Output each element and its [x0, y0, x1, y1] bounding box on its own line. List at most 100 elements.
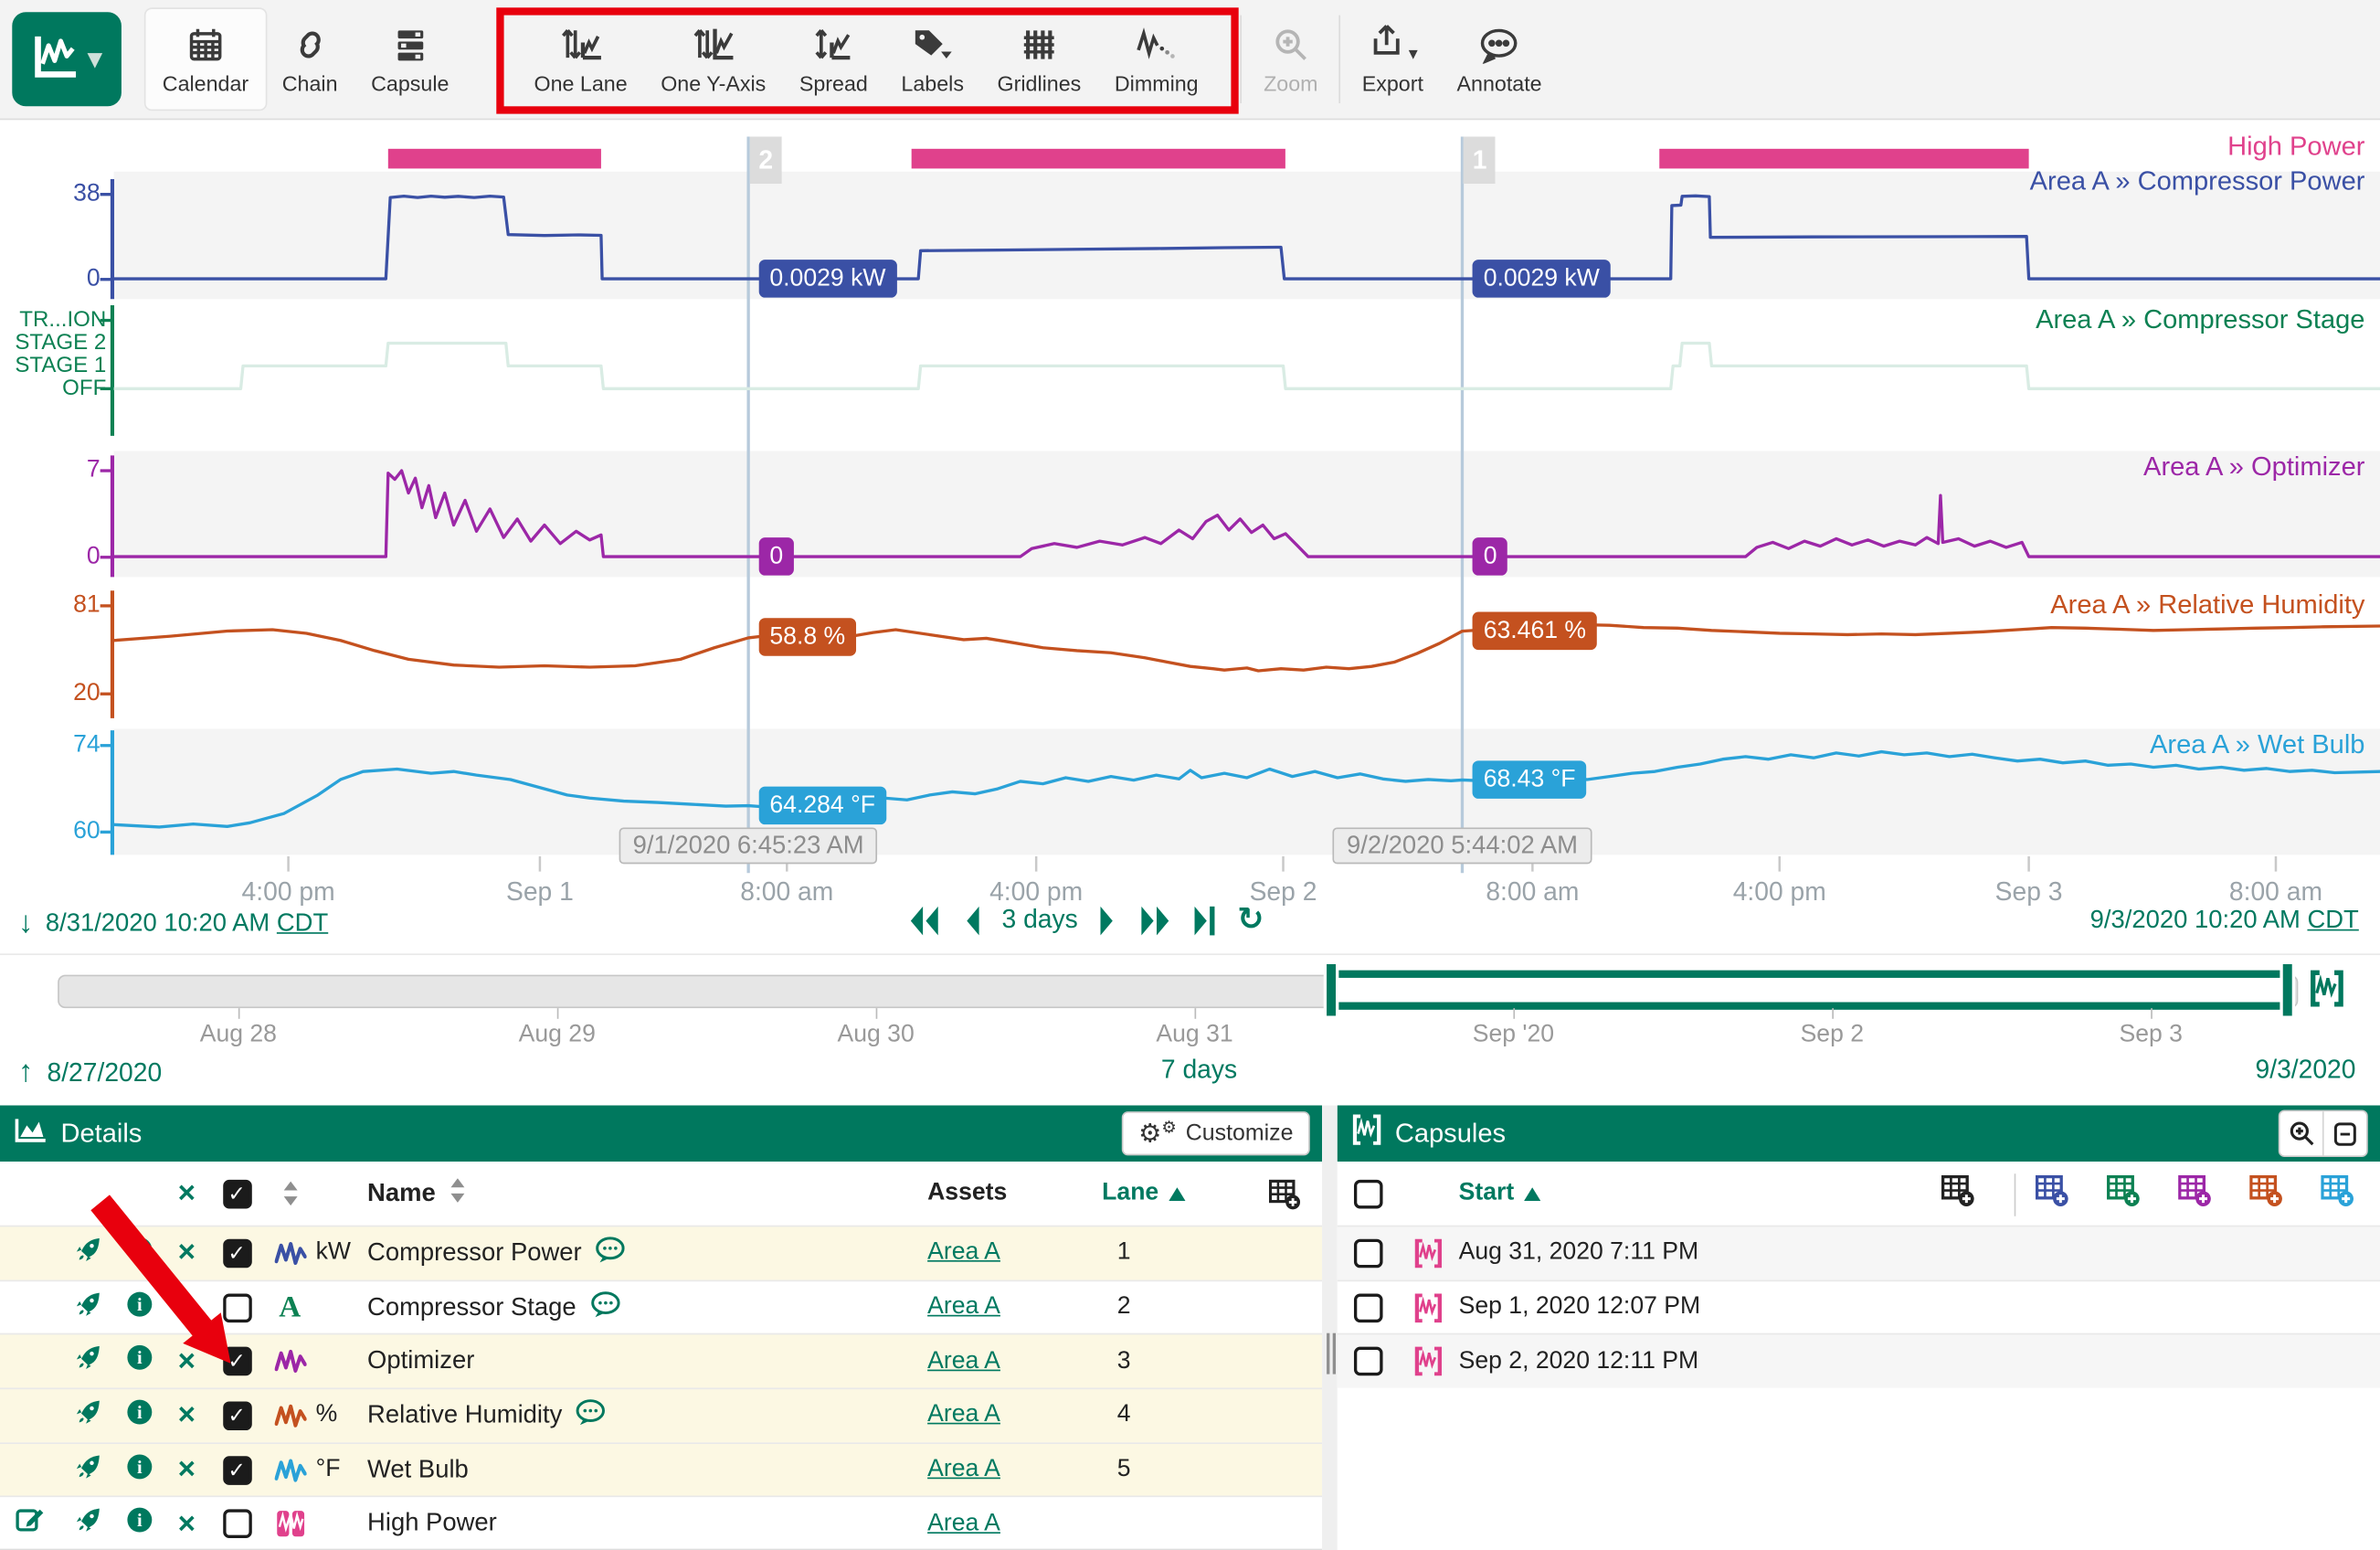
capsule-row[interactable]: Aug 31, 2020 7:11 PM: [1337, 1225, 2380, 1280]
collapse-panel-button[interactable]: [2322, 1111, 2366, 1156]
checkbox[interactable]: [222, 1509, 251, 1539]
add-capsule-column-button[interactable]: [1941, 1173, 1975, 1207]
item-info-button[interactable]: i: [126, 1507, 153, 1542]
checkbox[interactable]: ✓: [222, 1455, 251, 1485]
duration-label[interactable]: 3 days: [1001, 905, 1078, 934]
checkbox[interactable]: [1353, 1292, 1382, 1322]
annotation-bubble-button[interactable]: [576, 1398, 606, 1433]
add-signal-column-button[interactable]: [2249, 1173, 2283, 1215]
asset-link[interactable]: Area A: [927, 1402, 1000, 1428]
panel-resize-handle[interactable]: [1322, 1105, 1338, 1550]
item-info-button[interactable]: i: [126, 1398, 153, 1433]
checkbox[interactable]: [222, 1292, 251, 1322]
annotation-bubble-button[interactable]: [596, 1236, 626, 1270]
remove-item-button[interactable]: ×: [177, 1453, 196, 1487]
trend-item-button[interactable]: [74, 1236, 101, 1270]
add-signal-column-button[interactable]: [2107, 1173, 2141, 1215]
display-start-link[interactable]: 8/31/2020 10:20 AM CDT: [45, 909, 329, 938]
lane-label-compressor-stage[interactable]: Area A » Compressor Stage: [2036, 303, 2365, 334]
checkbox[interactable]: [1353, 1347, 1382, 1376]
item-info-button[interactable]: i: [126, 1290, 153, 1324]
checkbox[interactable]: ✓: [222, 1401, 251, 1430]
annotate-button[interactable]: Annotate: [1440, 9, 1559, 110]
lane-label-relative-humidity[interactable]: Area A » Relative Humidity: [2050, 589, 2365, 620]
details-row[interactable]: i × A Compressor Stage Area A 2: [0, 1279, 1323, 1333]
add-column-button[interactable]: [1193, 1177, 1322, 1209]
step-forward-full-button[interactable]: [1137, 904, 1172, 936]
asset-link[interactable]: Area A: [927, 1239, 1000, 1266]
trend-item-button[interactable]: [74, 1398, 101, 1433]
select-all-checkbox[interactable]: ✓: [222, 1179, 251, 1208]
details-row[interactable]: i × ✓ kW Compressor Power Area A 1: [0, 1225, 1323, 1280]
cursor-flag[interactable]: 1: [1464, 136, 1497, 185]
remove-item-button[interactable]: ×: [177, 1236, 196, 1270]
trend-item-button[interactable]: [74, 1452, 101, 1487]
details-row[interactable]: i × ✓ % Relative Humidity Area A 4: [0, 1387, 1323, 1442]
timebar-left-handle[interactable]: [1327, 963, 1337, 1016]
add-signal-column-button[interactable]: [2035, 1173, 2069, 1215]
condition-label[interactable]: High Power: [2227, 130, 2365, 162]
lane-label-wet-bulb[interactable]: Area A » Wet Bulb: [2150, 728, 2365, 759]
edit-button[interactable]: [16, 1505, 46, 1544]
timebar-capsule-icon[interactable]: [2311, 969, 2344, 1016]
trend-item-button[interactable]: [74, 1507, 101, 1542]
trend-item-button[interactable]: [74, 1290, 101, 1324]
remove-item-button[interactable]: ×: [177, 1398, 196, 1433]
details-row[interactable]: i × High Power Area A: [0, 1496, 1323, 1548]
display-end-link[interactable]: 9/3/2020 10:20 AM CDT: [2089, 906, 2359, 934]
investigate-start-arrow-icon[interactable]: ↓: [17, 906, 34, 940]
timebar-right-handle[interactable]: [2282, 963, 2292, 1016]
zoom-button[interactable]: Zoom: [1247, 9, 1335, 110]
spread-button[interactable]: Spread: [783, 9, 885, 110]
name-column-header[interactable]: Name: [367, 1179, 436, 1206]
details-row[interactable]: i × ✓ °F Wet Bulb Area A 5: [0, 1441, 1323, 1497]
capsule-row[interactable]: Sep 2, 2020 12:11 PM: [1337, 1333, 2380, 1388]
remove-item-button[interactable]: ×: [177, 1507, 196, 1541]
capsule-zoom-button[interactable]: [2280, 1111, 2322, 1155]
one-y-axis-button[interactable]: One Y-Axis: [644, 9, 783, 110]
cursor-flag[interactable]: 2: [749, 136, 782, 185]
remove-item-button[interactable]: ×: [177, 1344, 196, 1379]
export-button[interactable]: ▾ Export: [1345, 9, 1440, 110]
assets-column-header[interactable]: Assets: [927, 1179, 1008, 1206]
one-lane-button[interactable]: One Lane: [517, 9, 644, 110]
trend-item-button[interactable]: [74, 1344, 101, 1379]
asset-link[interactable]: Area A: [927, 1347, 1000, 1375]
select-all-capsules-checkbox[interactable]: [1353, 1179, 1382, 1208]
gridlines-button[interactable]: Gridlines: [980, 9, 1097, 110]
dimming-button[interactable]: Dimming: [1098, 9, 1215, 110]
range-start-link[interactable]: 8/27/2020: [47, 1057, 163, 1087]
refresh-icon[interactable]: ↻: [1237, 901, 1264, 938]
range-start-arrow-icon[interactable]: ↑: [17, 1055, 34, 1089]
trend-chart[interactable]: High Power Area A » Compressor Power 38 0 Ar…: [0, 119, 2380, 907]
item-info-button[interactable]: i: [126, 1344, 153, 1379]
lane-label-optimizer[interactable]: Area A » Optimizer: [2143, 451, 2365, 482]
checkbox[interactable]: ✓: [222, 1238, 251, 1269]
annotation-bubble-button[interactable]: [590, 1290, 620, 1324]
timebar-selected-range[interactable]: [1336, 970, 2292, 1010]
asset-link[interactable]: Area A: [927, 1510, 1000, 1536]
add-signal-column-button[interactable]: [2321, 1173, 2354, 1215]
item-info-button[interactable]: i: [126, 1236, 153, 1270]
item-info-button[interactable]: i: [126, 1452, 153, 1487]
chain-button[interactable]: Chain: [265, 9, 354, 110]
remove-item-button[interactable]: ×: [177, 1290, 196, 1324]
range-duration-label[interactable]: 7 days: [1160, 1055, 1238, 1085]
capsule-time-button[interactable]: Capsule: [354, 9, 466, 110]
asset-link[interactable]: Area A: [927, 1456, 1000, 1482]
step-forward-half-button[interactable]: [1097, 904, 1117, 936]
sort-icon[interactable]: [264, 1181, 315, 1206]
sort-icon[interactable]: [450, 1177, 466, 1209]
trend-plot[interactable]: [0, 119, 2380, 901]
capsule-row[interactable]: Sep 1, 2020 12:07 PM: [1337, 1279, 2380, 1333]
remove-all-button[interactable]: ×: [177, 1176, 196, 1211]
add-signal-column-button[interactable]: [2178, 1173, 2212, 1215]
customize-button[interactable]: ⚙⚙ Customize: [1121, 1111, 1310, 1156]
range-end-label[interactable]: 9/3/2020: [2255, 1055, 2356, 1085]
calendar-button[interactable]: Calendar: [145, 8, 266, 110]
step-back-half-button[interactable]: [962, 904, 982, 936]
step-to-end-button[interactable]: [1191, 904, 1217, 936]
checkbox[interactable]: ✓: [222, 1347, 251, 1376]
start-column-header[interactable]: Start: [1458, 1179, 1515, 1206]
asset-link[interactable]: Area A: [927, 1293, 1000, 1320]
